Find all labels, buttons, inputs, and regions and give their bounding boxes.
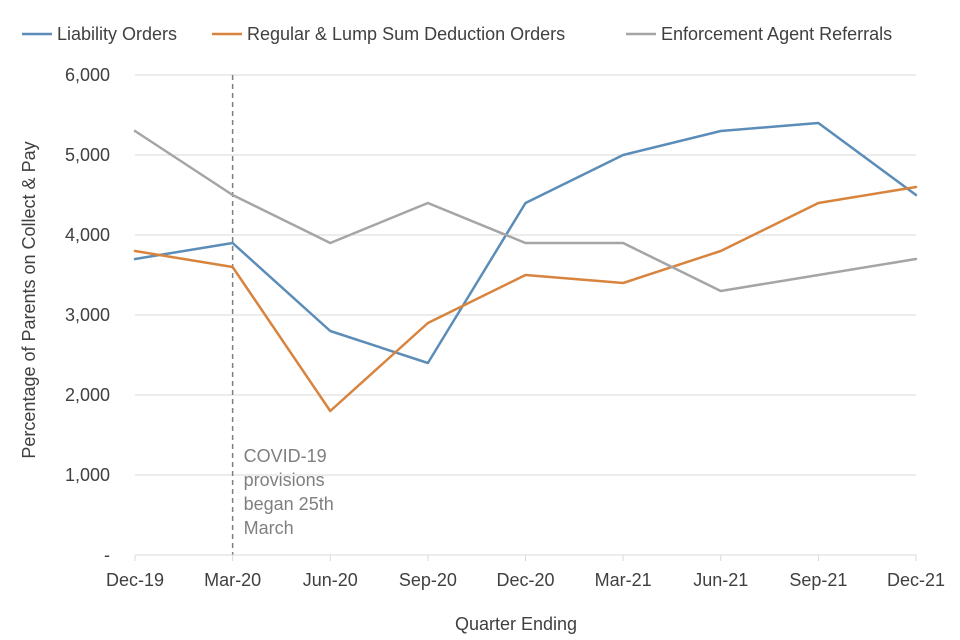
legend-label: Enforcement Agent Referrals: [661, 24, 892, 44]
y-tick-label: -: [104, 545, 110, 565]
covid-annotation-text: March: [244, 518, 294, 538]
x-tick-label: Dec-19: [106, 570, 164, 590]
y-tick-label: 1,000: [65, 465, 110, 485]
x-axis-title: Quarter Ending: [455, 614, 577, 634]
x-tick-label: Jun-20: [303, 570, 358, 590]
y-tick-label: 2,000: [65, 385, 110, 405]
legend-label: Regular & Lump Sum Deduction Orders: [247, 24, 565, 44]
x-tick-label: Jun-21: [693, 570, 748, 590]
legend-label: Liability Orders: [57, 24, 177, 44]
x-tick-label: Mar-21: [595, 570, 652, 590]
covid-annotation-text: COVID-19: [244, 446, 327, 466]
x-tick-label: Sep-21: [789, 570, 847, 590]
x-tick-label: Sep-20: [399, 570, 457, 590]
x-tick-label: Dec-20: [496, 570, 554, 590]
series-line-2: [133, 129, 918, 293]
annotation-group: COVID-19 provisions began 25th March: [231, 75, 334, 555]
y-tick-label: 5,000: [65, 145, 110, 165]
x-tick-label: Dec-21: [887, 570, 945, 590]
y-axis: - 1,000 2,000 3,000 4,000 5,000 6,000: [65, 65, 110, 565]
series-line-1: [133, 185, 918, 413]
covid-annotation-text: provisions: [244, 470, 325, 490]
y-tick-label: 3,000: [65, 305, 110, 325]
series-line-0: [133, 121, 918, 365]
y-axis-title: Percentage of Parents on Collect & Pay: [19, 141, 39, 458]
x-tick-label: Mar-20: [204, 570, 261, 590]
legend: Liability Orders Regular & Lump Sum Deduc…: [22, 24, 892, 44]
series-lines: [133, 121, 918, 413]
x-axis: Dec-19 Mar-20 Jun-20 Sep-20 Dec-20 Mar-21 Jun-…: [106, 554, 945, 590]
y-tick-label: 6,000: [65, 65, 110, 85]
y-tick-label: 4,000: [65, 225, 110, 245]
covid-annotation-text: began 25th: [244, 494, 334, 514]
